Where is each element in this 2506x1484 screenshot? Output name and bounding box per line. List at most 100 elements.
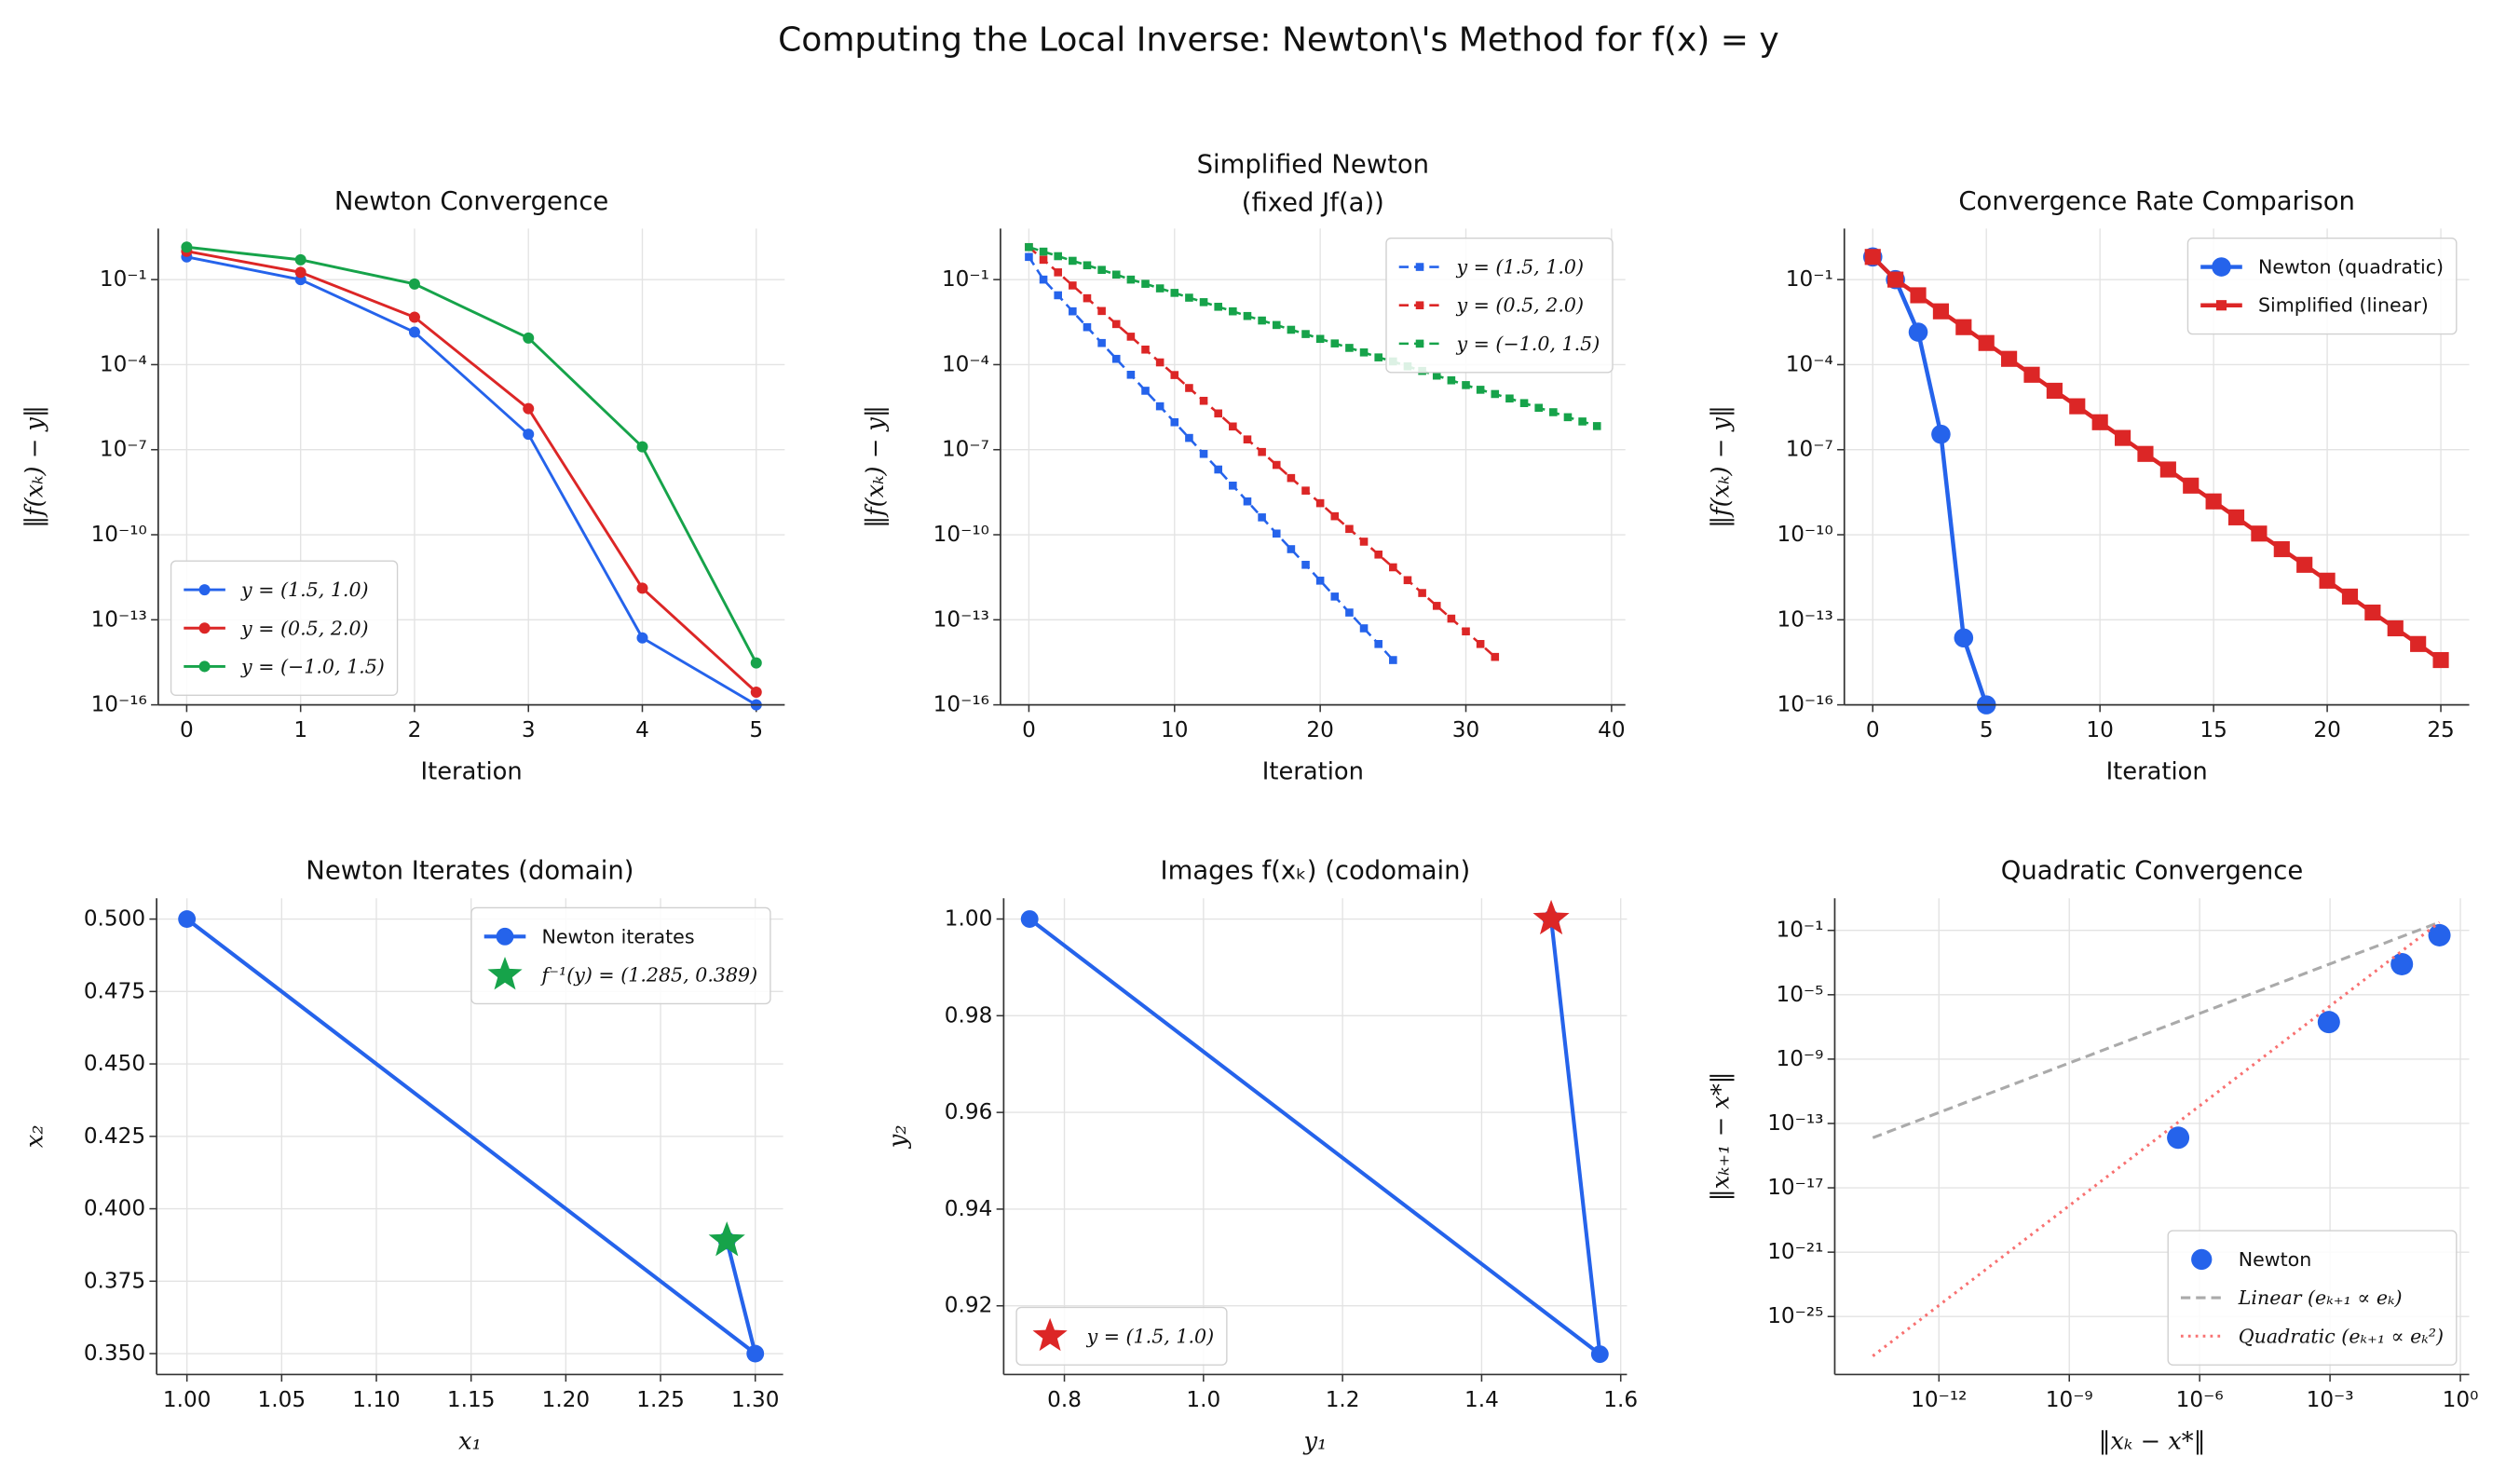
marker (1272, 320, 1281, 330)
x-axis-label: x₁ (458, 1427, 482, 1455)
subplot: 0 10 20 30 40 10⁻¹⁶ 10⁻¹³ 10⁻¹⁰ 10⁻⁷ 10⁻⁴ 10⁻¹ Simp… (862, 150, 1626, 786)
y-tick-label: 10⁻⁴ (100, 352, 147, 376)
marker (1185, 384, 1193, 392)
marker (1069, 306, 1077, 316)
marker (1054, 291, 1062, 300)
marker (1258, 513, 1266, 522)
y-tick-label: 10⁻¹³ (1767, 1111, 1823, 1136)
marker (1301, 561, 1310, 569)
legend-box (470, 906, 771, 1005)
x-tick-label: 1 (293, 718, 307, 742)
x-tick-label: 10 (1161, 718, 1188, 742)
x-tick-label: 0.8 (1047, 1388, 1082, 1412)
marker (750, 687, 762, 699)
y-tick-label: 10⁻²⁵ (1767, 1304, 1823, 1328)
marker (2114, 429, 2131, 446)
marker (1185, 433, 1193, 442)
marker (523, 402, 535, 415)
marker (1359, 538, 1369, 546)
x-tick-label: 1.15 (447, 1388, 496, 1412)
marker (1931, 424, 1951, 444)
marker (1345, 608, 1354, 617)
y-tick-label: 10⁻⁷ (942, 438, 989, 462)
legend-label: y = (0.5, 2.0) (1455, 294, 1584, 317)
x-tick-label: 10⁰ (2443, 1388, 2479, 1412)
marker (1214, 303, 1222, 311)
series-line (1872, 920, 2441, 1357)
y-tick-label: 10⁻¹⁶ (91, 693, 147, 717)
marker (1549, 408, 1558, 416)
marker (2317, 1011, 2340, 1034)
y-tick-label: 10⁻⁷ (1786, 438, 1833, 462)
marker (1039, 275, 1048, 284)
marker (1374, 551, 1382, 559)
marker (1864, 249, 1881, 265)
marker (1315, 334, 1325, 344)
marker (2319, 572, 2336, 589)
marker (1155, 402, 1164, 411)
y-tick-label: 0.425 (84, 1124, 145, 1149)
marker (1418, 589, 1426, 597)
marker (1126, 370, 1136, 379)
y-tick-label: 10⁻¹⁶ (1777, 693, 1832, 717)
marker (1199, 449, 1208, 458)
series-line (186, 255, 757, 706)
x-axis-label: Iteration (1262, 758, 1364, 786)
y-tick-label: 0.98 (945, 1003, 993, 1028)
marker (1462, 627, 1470, 636)
x-tick-label: 0 (180, 718, 194, 742)
marker (2191, 1248, 2213, 1271)
x-tick-label: 10⁻¹² (1911, 1388, 1967, 1412)
y-tick-label: 10⁻⁴ (1786, 352, 1833, 376)
y-tick-label: 10⁻¹³ (933, 607, 989, 632)
marker (198, 622, 211, 634)
marker (2001, 350, 2018, 367)
marker (1229, 482, 1237, 490)
marker (1069, 256, 1077, 265)
x-tick-label: 25 (2427, 718, 2454, 742)
marker (636, 632, 648, 644)
marker (408, 311, 420, 323)
marker (1389, 656, 1397, 664)
marker (1243, 435, 1252, 444)
x-tick-label: 1.00 (163, 1388, 211, 1412)
y-axis-label: ‖f(xₖ) − y‖ (21, 405, 49, 528)
marker (1025, 252, 1033, 262)
x-tick-label: 1.6 (1603, 1388, 1638, 1412)
y-tick-label: 10⁻⁵ (1776, 983, 1823, 1007)
marker (750, 657, 762, 669)
marker (1374, 353, 1382, 361)
y-tick-label: 10⁻¹⁰ (1777, 523, 1832, 547)
y-tick-label: 10⁻¹ (1776, 919, 1823, 943)
x-axis-label: y₁ (1302, 1427, 1327, 1455)
subplot-subtitle: (fixed Jf(a)) (1242, 189, 1384, 218)
marker (1301, 486, 1310, 495)
y-tick-label: 10⁻¹⁶ (933, 693, 989, 717)
legend-label: Linear (eₖ₊₁ ∝ eₖ) (2238, 1287, 2403, 1309)
legend-label: y = (−1.0, 1.5) (1455, 333, 1600, 355)
marker (1155, 284, 1164, 293)
marker (1287, 325, 1296, 334)
marker (1083, 322, 1092, 332)
marker (1243, 311, 1252, 320)
x-tick-label: 0 (1022, 718, 1036, 742)
marker (1229, 422, 1237, 431)
marker (2251, 525, 2268, 542)
y-tick-label: 10⁻¹⁰ (91, 523, 147, 547)
marker (1432, 371, 1441, 380)
marker (1415, 339, 1424, 348)
marker (1097, 306, 1106, 316)
x-tick-label: 4 (635, 718, 649, 742)
marker (2390, 952, 2414, 975)
marker (1272, 529, 1281, 538)
marker (1415, 301, 1424, 310)
marker (636, 582, 648, 594)
legend-box (1385, 237, 1614, 374)
marker (2410, 635, 2427, 652)
marker (1170, 289, 1179, 297)
y-tick-label: 0.475 (84, 979, 145, 1003)
marker (1229, 306, 1237, 316)
marker (1887, 271, 1904, 288)
